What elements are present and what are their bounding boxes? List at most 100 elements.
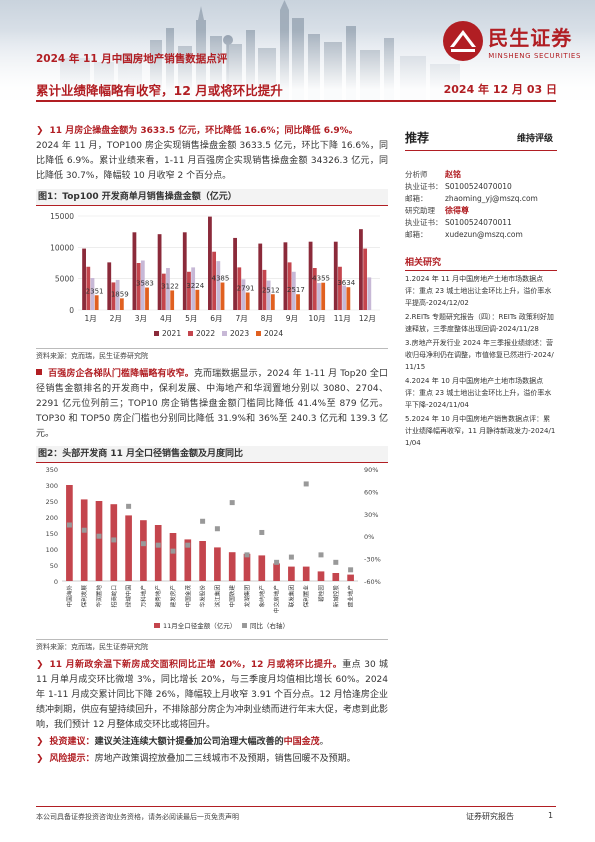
- figure-2: 图2：头部开发商 11 月全口径销售金额及月度同比 0 50 100 150 200 25…: [36, 446, 388, 652]
- paragraph-2: 百强房企各梯队门槛降幅略有收窄。克而瑞数据显示，2024 年 1-11 月 To…: [36, 367, 388, 442]
- bar-sales: [184, 539, 192, 581]
- analyst-2-mail[interactable]: xudezun@mszq.com: [445, 230, 523, 239]
- x-tick-label: 保利置业: [302, 585, 310, 608]
- bar-2021: [132, 232, 137, 310]
- figure-1: 图1：Top100 开发商单月销售操盘金额（亿元） 0 5000 10000 1500…: [36, 189, 388, 361]
- analyst-2-cert-label: 执业证书：: [405, 218, 443, 227]
- figure-1-source: 资料来源：克而瑞，民生证券研究院: [36, 352, 148, 360]
- analyst-1-name-row: 分析师 赵铭: [405, 169, 557, 181]
- x-tick-label: 保利发展: [80, 585, 88, 608]
- x-tick-label: 2月: [110, 314, 122, 323]
- bar-2022: [287, 262, 292, 310]
- logo-mark-icon: [443, 21, 484, 61]
- data-label: 1859: [111, 290, 129, 298]
- figure-2-title: 图2：头部开发商 11 月全口径销售金额及月度同比: [36, 446, 388, 463]
- bar-sales: [110, 504, 118, 581]
- x-tick-label: 7月: [235, 314, 247, 323]
- related-item[interactable]: 3.房地产开发行业 2024 年三季报业绩综述：营收归母净利仍在调整，市值修复已…: [405, 339, 554, 371]
- bar-2024: [346, 287, 351, 310]
- legend-label: 2021: [162, 329, 181, 338]
- bar-sales: [347, 574, 354, 581]
- x-tick-label: 碧桂园: [317, 585, 325, 602]
- related-item[interactable]: 4.2024 年 10 月中国房地产土地市场数据点评：重点 23 城土地出让金环…: [405, 377, 552, 409]
- bar-sales: [169, 533, 177, 581]
- footer-disclaimer: 本公司具备证券投资咨询业务资格，请务必阅读最后一页免责声明: [36, 813, 239, 821]
- legend-label: 同比（右轴）: [250, 621, 289, 630]
- bar-sales: [332, 573, 340, 581]
- analyst-2-name-row: 研究助理 徐得尊: [405, 205, 557, 217]
- y-tick-label: 100: [46, 546, 58, 554]
- bar-2023: [191, 267, 196, 310]
- analyst-1-cert: S0100524070010: [445, 182, 512, 191]
- related-item[interactable]: 2.REITs 专题研究报告（四）：REITs 政策利好加速释放，三季度整体出现…: [405, 313, 554, 333]
- analyst-1-mail-label: 邮箱：: [405, 194, 428, 203]
- figure-1-chart: 0 5000 10000 15000 1月 2月 3月 4月 5月 6月 7月 8月 9月 10月 11月 1…: [50, 212, 380, 338]
- chevron-right-icon: ❯: [36, 660, 44, 670]
- company-logo: 民生证券 MINSHENG SECURITIES: [442, 20, 581, 62]
- bar-sales: [125, 515, 132, 581]
- yoy-point: [244, 552, 250, 558]
- bar-2021: [208, 216, 212, 310]
- report-date: 2024 年 12 月 03 日: [443, 83, 557, 96]
- x-tick-label: 4月: [160, 314, 172, 323]
- x-tick-label: 5月: [185, 314, 197, 323]
- rating-label: 维持评级: [516, 133, 553, 144]
- x-tick-label: 建发房产: [169, 585, 177, 608]
- y-tick-label: 350: [46, 466, 58, 474]
- bar-sales: [258, 555, 266, 581]
- yoy-point: [185, 542, 191, 548]
- x-tick-label: 华润置地: [95, 585, 103, 608]
- legend-swatch-2021: [154, 331, 159, 336]
- sidebar: 推荐 维持评级 分析师 赵铭 执业证书： S0100524070010 邮箱： …: [405, 124, 557, 449]
- bar-2024: [296, 294, 300, 310]
- analyst-1-role: 分析师: [405, 170, 428, 179]
- yoy-point: [348, 567, 354, 573]
- legend-label: 2023: [230, 329, 249, 338]
- paragraph-4-highlight: 中国金茂: [283, 737, 320, 747]
- yoy-point: [333, 559, 339, 565]
- paragraph-1-text: 2024 年 11 月，TOP100 房企实现销售操盘金额 3633.5 亿元，…: [36, 141, 388, 181]
- analyst-block: 分析师 赵铭 执业证书： S0100524070010 邮箱： zhaoming…: [405, 169, 557, 241]
- legend-swatch-2022: [188, 331, 193, 336]
- bar-2024: [94, 295, 99, 310]
- data-label: 4385: [212, 275, 230, 283]
- bar-sales: [66, 485, 73, 581]
- y-tick-label: 50: [50, 562, 58, 570]
- bar-2023: [90, 278, 95, 310]
- figure-2-chart: 0 50 100 150 200 250 300 350 -60% -30% 0% 30% 60% 90%…: [46, 466, 381, 630]
- related-item[interactable]: 1.2024 年 11 月中国房地产土地市场数据点评：重点 23 城土地出让金环…: [405, 275, 552, 307]
- data-label: 3634: [337, 279, 355, 287]
- bar-2023: [216, 261, 221, 310]
- x-tick-label: 3月: [135, 314, 147, 323]
- x-tick-label: 万科地产: [139, 585, 147, 608]
- legend-label: 2024: [264, 329, 283, 338]
- analyst-1-mail[interactable]: zhaoming_yj@mszq.com: [445, 194, 538, 203]
- legend-swatch-2023: [222, 331, 227, 336]
- y-tick-label: 300: [46, 482, 58, 490]
- bar-2021: [258, 243, 263, 310]
- analyst-1-cert-row: 执业证书： S0100524070010: [405, 181, 557, 193]
- footer-divider: [36, 806, 556, 807]
- bar-2024: [220, 282, 225, 310]
- yoy-point: [200, 518, 206, 524]
- y-tick-label: 0: [54, 578, 58, 586]
- x-tick-label: 华发股份: [199, 585, 207, 608]
- x-tick-label: 越秀地产: [154, 585, 162, 608]
- chevron-right-icon: ❯: [36, 737, 44, 747]
- related-item[interactable]: 5.2024 年 10 月中国房地产销售数据点评：累计业绩降幅再收窄，11 月静…: [405, 415, 556, 447]
- analyst-2-cert-row: 执业证书： S0100524070011: [405, 217, 557, 229]
- x-tick-label: 1月: [84, 314, 96, 323]
- x-tick-label: 10月: [309, 314, 326, 323]
- x-tick-label: 绿城中国: [125, 585, 133, 608]
- bar-sales: [288, 566, 295, 581]
- yoy-point: [126, 503, 132, 509]
- yoy-point: [140, 541, 146, 547]
- recommend-label: 推荐: [405, 130, 430, 145]
- logo-text-en: MINSHENG SECURITIES: [488, 52, 581, 60]
- bar-2022: [136, 263, 141, 310]
- y2-tick-label: 30%: [364, 511, 378, 519]
- bar-sales: [302, 566, 310, 581]
- data-label: 2791: [237, 285, 255, 293]
- paragraph-2-heading: 百强房企各梯队门槛降幅略有收窄。: [48, 369, 194, 379]
- page-title: 累计业绩降幅略有收窄，12 月或将环比提升: [36, 83, 283, 98]
